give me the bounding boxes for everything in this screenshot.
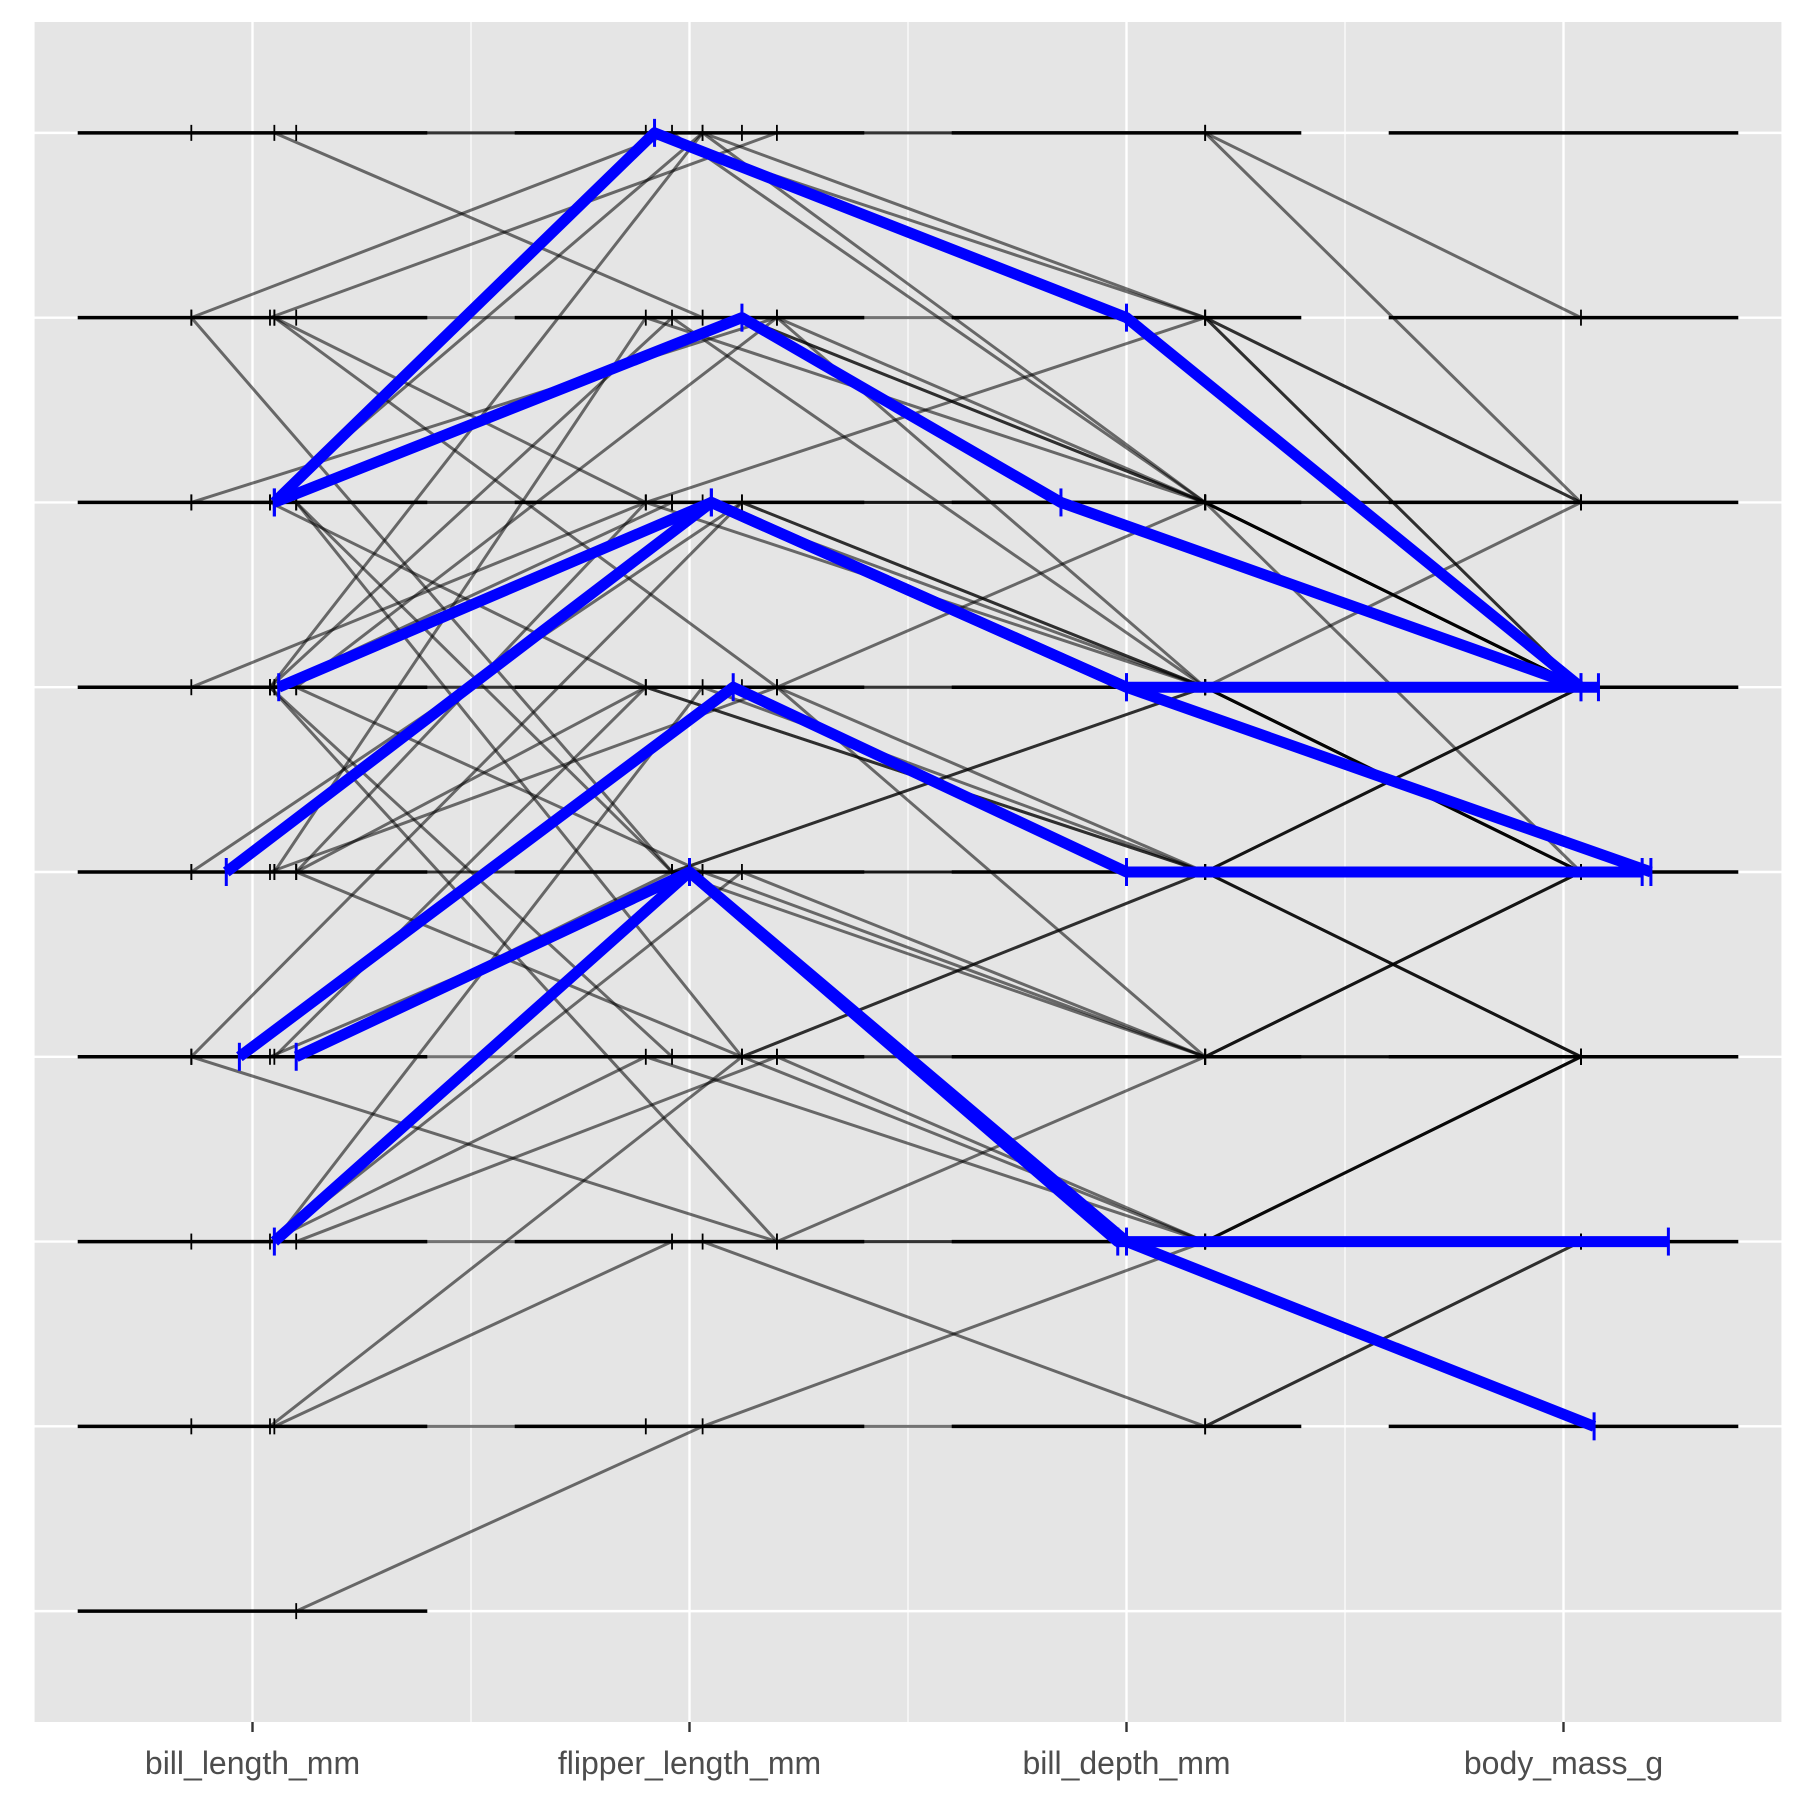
highlight-line-6 [270, 866, 1669, 1248]
x-tick-label-bill_length_mm: bill_length_mm [145, 1745, 360, 1781]
data-line-39 [268, 686, 1582, 1059]
highlight-line-0 [270, 127, 1585, 692]
data-line-47 [268, 130, 1582, 689]
x-tick-label-flipper_length_mm: flipper_length_mm [558, 1745, 821, 1781]
data-line-3 [269, 131, 1582, 320]
x-tick-label-bill_depth_mm: bill_depth_mm [1022, 1745, 1230, 1781]
highlight-line-4 [236, 681, 1643, 1062]
highlight-line-3 [222, 496, 1653, 878]
x-axis: bill_length_mm flipper_length_mm bill_dept… [145, 1722, 1663, 1781]
highlighted-lines [222, 118, 1670, 1441]
data-line-49 [295, 501, 1581, 1059]
highlight-line-1 [272, 312, 1583, 693]
data-line-36 [191, 1240, 1582, 1428]
data-line-37 [295, 1055, 1582, 1613]
x-tick-label-body_mass_g: body_mass_g [1464, 1745, 1663, 1781]
data-line-46 [273, 315, 1581, 873]
